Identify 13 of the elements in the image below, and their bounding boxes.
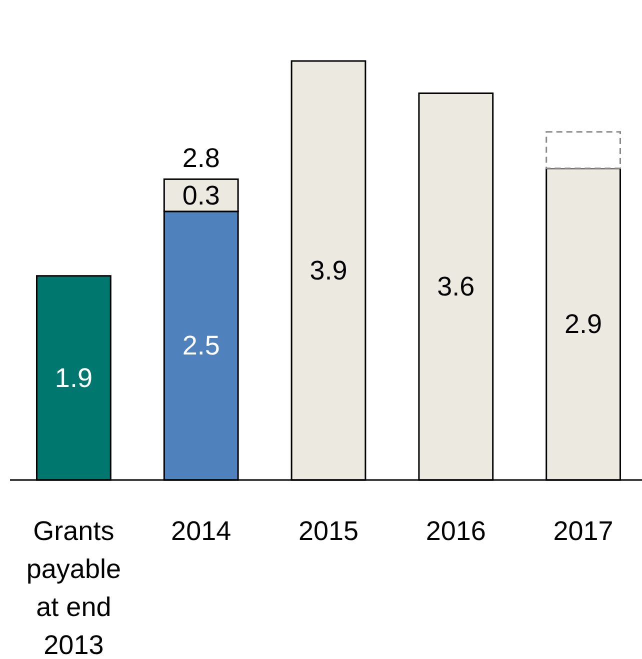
bar [546,131,621,170]
data-label: 2.5 [182,330,220,361]
x-tick-label: 2017 [553,516,614,546]
total-label: 2.8 [182,143,220,174]
x-tick-label: Grants payable at end 2013 [26,516,121,659]
data-label: 3.9 [310,256,348,286]
data-label: 2.9 [564,309,602,340]
data-label: 0.3 [182,180,220,210]
x-tick-label: 2014 [171,516,232,546]
x-tick-label: 2016 [426,516,486,546]
data-label: 1.9 [54,362,92,393]
x-tick-label: 2015 [298,516,359,546]
data-label: 3.6 [437,272,475,302]
